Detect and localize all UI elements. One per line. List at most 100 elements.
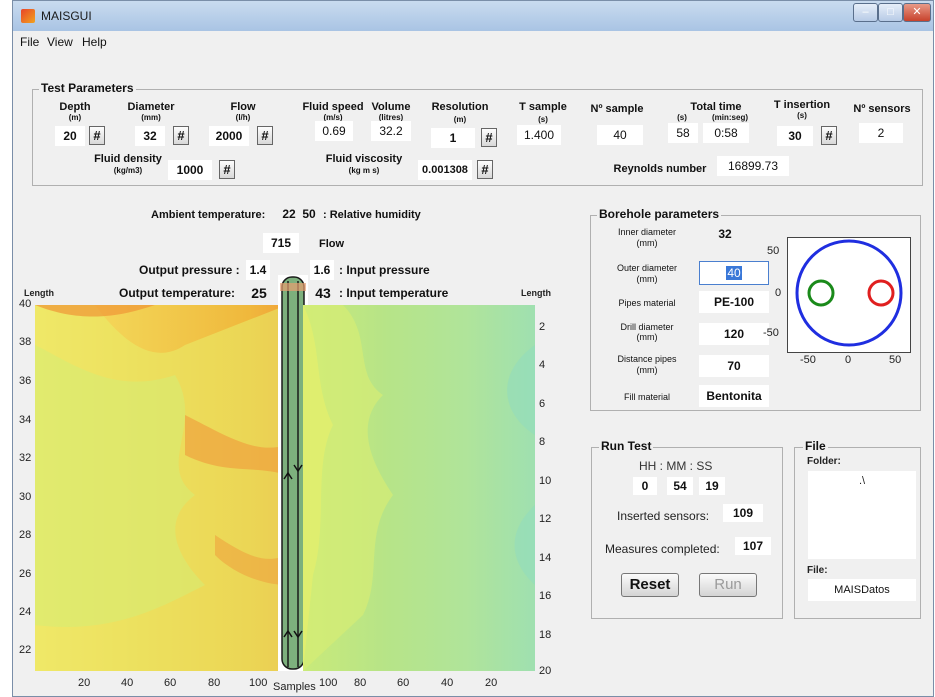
- file-panel-title: File: [803, 439, 828, 453]
- left-y-tick: 26: [19, 568, 31, 580]
- depth-hash-button[interactable]: #: [89, 126, 105, 145]
- left-y-tick: 24: [19, 606, 31, 618]
- flow-field[interactable]: 2000: [209, 126, 249, 146]
- right-y-tick: 18: [539, 629, 551, 641]
- diameter-hash-button[interactable]: #: [173, 126, 189, 145]
- menu-help[interactable]: Help: [82, 35, 107, 49]
- left-y-tick: 40: [19, 298, 31, 310]
- right-y-tick: 14: [539, 552, 551, 564]
- t-sample-value: 1.400: [517, 125, 561, 145]
- fluid-speed-label: Fluid speed: [298, 102, 368, 113]
- resolution-field[interactable]: 1: [431, 128, 475, 148]
- fluid-viscosity-hash-button[interactable]: #: [477, 160, 493, 179]
- samples-axis-label: Samples: [271, 681, 318, 693]
- flow-hash-button[interactable]: #: [257, 126, 273, 145]
- borehole-x-tick: 0: [845, 354, 851, 366]
- minimize-button[interactable]: –: [853, 3, 878, 22]
- depth-unit: (m): [55, 113, 95, 122]
- folder-field[interactable]: .\: [808, 471, 916, 559]
- fluid-speed-value: 0.69: [315, 121, 353, 141]
- t-insertion-label: T insertion: [767, 100, 837, 111]
- fill-material-label: Fill material: [607, 392, 687, 402]
- fluid-viscosity-label: Fluid viscosity: [319, 154, 409, 165]
- elapsed-minutes: 54: [667, 477, 693, 495]
- measures-completed-value: 107: [735, 537, 771, 555]
- right-y-tick: 6: [539, 398, 545, 410]
- title-bar: MAISGUI – □ ✕: [13, 1, 933, 31]
- input-temperature-label: : Input temperature: [339, 288, 448, 299]
- drill-diameter-field[interactable]: 120: [699, 323, 769, 345]
- pipes-material-label: Pipes material: [607, 298, 687, 308]
- outer-diameter-label: Outer diameter: [607, 263, 687, 273]
- fluid-viscosity-field[interactable]: 0.001308: [418, 160, 472, 180]
- distance-pipes-label: Distance pipes: [607, 354, 687, 364]
- reset-button[interactable]: Reset: [621, 573, 679, 597]
- pipes-material-field[interactable]: PE-100: [699, 291, 769, 313]
- outer-diameter-field[interactable]: 40: [699, 261, 769, 285]
- left-y-tick: 28: [19, 529, 31, 541]
- flow-monitor-value: 715: [263, 233, 299, 253]
- right-temperature-heatmap: [303, 305, 535, 671]
- output-pressure-label: Output pressure :: [139, 265, 240, 276]
- right-x-tick: 100: [319, 677, 337, 689]
- inner-diameter-value: 32: [699, 223, 751, 245]
- fluid-density-hash-button[interactable]: #: [219, 160, 235, 179]
- close-button[interactable]: ✕: [903, 3, 931, 22]
- window-title: MAISGUI: [41, 9, 92, 23]
- flow-unit: (l/h): [213, 113, 273, 122]
- depth-field[interactable]: 20: [55, 126, 85, 146]
- drill-diameter-unit: (mm): [607, 332, 687, 342]
- input-temperature-value: 43: [310, 283, 336, 303]
- fluid-density-unit: (kg/m3): [83, 166, 173, 175]
- left-temperature-heatmap: [35, 305, 287, 671]
- borehole-y-tick: -50: [763, 327, 779, 339]
- depth-label: Depth: [55, 102, 95, 113]
- menu-file[interactable]: File: [20, 35, 39, 49]
- total-time-label: Total time: [671, 102, 761, 113]
- resolution-hash-button[interactable]: #: [481, 128, 497, 147]
- fluid-density-field[interactable]: 1000: [168, 160, 212, 180]
- total-time-seconds: 58: [668, 123, 698, 143]
- left-x-tick: 80: [208, 677, 220, 689]
- menu-view[interactable]: View: [47, 35, 73, 49]
- total-time-minutes: 0:58: [703, 123, 749, 143]
- right-heatmap-contours: [303, 305, 535, 671]
- borehole-y-tick: 50: [767, 245, 779, 257]
- diameter-field[interactable]: 32: [135, 126, 165, 146]
- right-x-tick: 80: [354, 677, 366, 689]
- total-time-unit-min: (min:seg): [703, 113, 757, 122]
- left-y-tick: 36: [19, 375, 31, 387]
- left-y-tick: 22: [19, 644, 31, 656]
- inserted-sensors-value: 109: [723, 504, 763, 522]
- left-y-tick: 38: [19, 336, 31, 348]
- outer-diameter-unit: (mm): [607, 274, 687, 284]
- t-insertion-hash-button[interactable]: #: [821, 126, 837, 145]
- distance-pipes-field[interactable]: 70: [699, 355, 769, 377]
- run-button[interactable]: Run: [699, 573, 757, 597]
- borehole-cross-section-svg: [787, 237, 911, 353]
- fill-material-field[interactable]: Bentonita: [699, 385, 769, 407]
- n-sensors-value: 2: [859, 123, 903, 143]
- n-sensors-label: Nº sensors: [849, 104, 915, 115]
- fluid-viscosity-unit: (kg m s): [319, 166, 409, 175]
- maximize-button[interactable]: □: [878, 3, 903, 22]
- inner-diameter-label: Inner diameter: [607, 227, 687, 237]
- inner-diameter-unit: (mm): [607, 238, 687, 248]
- relative-humidity-label: : Relative humidity: [323, 210, 421, 221]
- right-y-tick: 12: [539, 513, 551, 525]
- diameter-label: Diameter: [121, 102, 181, 113]
- borehole-parameters-title: Borehole parameters: [597, 207, 721, 221]
- file-name-field[interactable]: MAISDatos: [808, 579, 916, 601]
- borehole-x-tick: -50: [800, 354, 816, 366]
- left-heatmap-contours: [35, 305, 287, 671]
- right-y-tick: 20: [539, 665, 551, 677]
- output-pressure-value: 1.4: [246, 260, 270, 280]
- t-insertion-field[interactable]: 30: [777, 126, 813, 146]
- file-label: File:: [807, 565, 828, 576]
- t-insertion-unit: (s): [767, 111, 837, 120]
- input-pressure-label: : Input pressure: [339, 265, 430, 276]
- flow-monitor-label: Flow: [319, 239, 344, 250]
- flow-label: Flow: [213, 102, 273, 113]
- folder-path: .\: [808, 475, 916, 487]
- right-y-tick: 4: [539, 359, 545, 371]
